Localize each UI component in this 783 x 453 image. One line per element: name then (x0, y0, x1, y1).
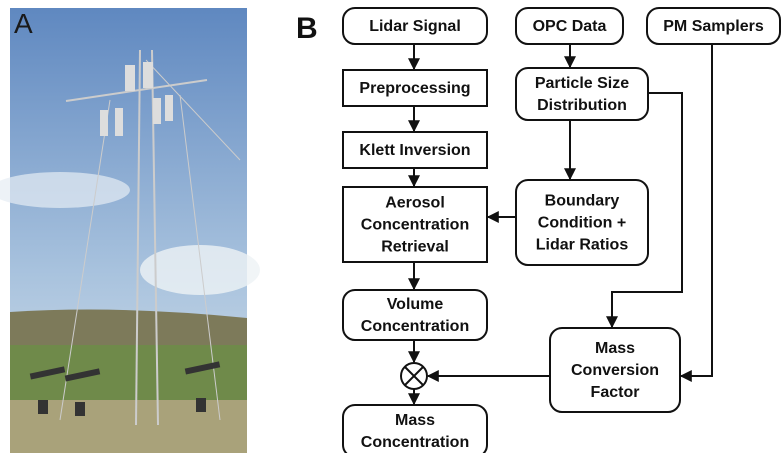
connectors (408, 44, 713, 406)
node-label: Lidar Signal (369, 18, 461, 35)
panel-label: B (296, 12, 318, 45)
instruments (100, 62, 173, 136)
node-label: Conversion (571, 362, 659, 379)
node-box (342, 404, 488, 453)
node-label: PM Samplers (663, 18, 764, 35)
node-label: Boundary (545, 193, 620, 210)
node-label: OPC Data (533, 18, 607, 35)
node-box (342, 131, 488, 169)
node-label: Klett Inversion (359, 142, 470, 159)
node-box (515, 179, 649, 266)
node-label: Factor (591, 384, 640, 401)
node-label: Volume (387, 296, 444, 313)
node-box (342, 289, 488, 341)
node-label: Particle Size (535, 75, 629, 92)
multiply-node (400, 362, 428, 390)
node-box (342, 69, 488, 107)
node-box (342, 186, 488, 263)
node-label: Retrieval (381, 239, 449, 256)
solar-panels (29, 361, 221, 416)
panel-label: A (14, 8, 33, 39)
cloud (140, 245, 260, 295)
node-label: Distribution (537, 97, 627, 114)
node-label: Preprocessing (359, 80, 470, 97)
node-box (342, 7, 488, 45)
node-label: Condition + (538, 215, 626, 232)
node-label: Lidar Ratios (536, 237, 629, 254)
node-box (549, 327, 681, 413)
node-label: Concentration (361, 318, 469, 335)
photo: A (0, 8, 260, 453)
node-label: Mass (595, 340, 635, 357)
node-label: Aerosol (385, 195, 445, 212)
node-label: Mass (395, 412, 435, 429)
grass (10, 400, 247, 453)
node-label: Concentration (361, 217, 469, 234)
node-box (515, 7, 624, 45)
node-box (515, 67, 649, 121)
node-label: Concentration (361, 434, 469, 451)
node-box (646, 7, 781, 45)
